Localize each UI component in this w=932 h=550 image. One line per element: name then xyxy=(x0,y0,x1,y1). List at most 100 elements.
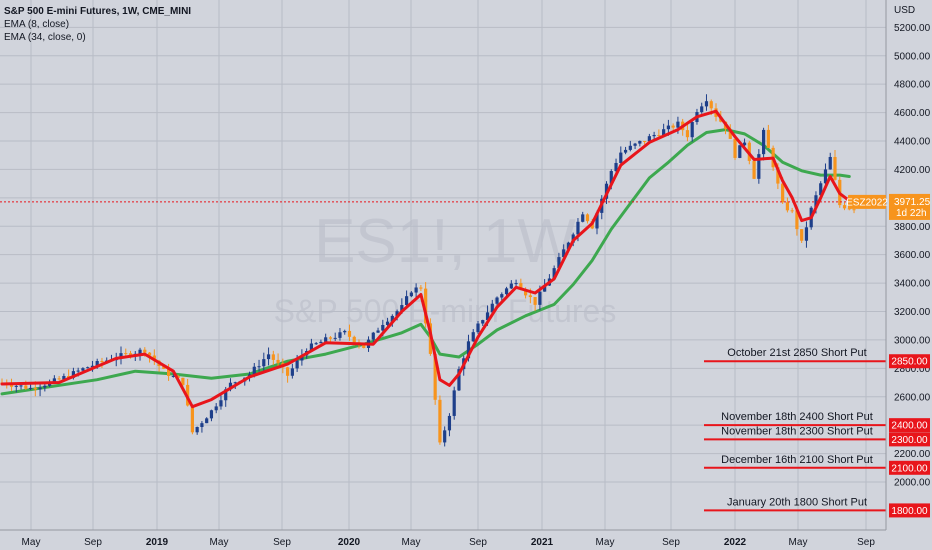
candle-body xyxy=(200,423,204,428)
bar-countdown: 1d 22h xyxy=(896,208,927,219)
candle-body xyxy=(447,415,452,431)
candle-body xyxy=(433,353,437,400)
candle-body xyxy=(209,410,214,419)
candle-body xyxy=(671,125,675,128)
candle-body xyxy=(371,332,375,340)
candle-body xyxy=(347,330,352,337)
candle-body xyxy=(709,101,713,109)
candle-body xyxy=(504,288,509,295)
candle-body xyxy=(224,389,228,401)
candle-body xyxy=(585,214,590,222)
candle-body xyxy=(286,367,290,376)
candle-body xyxy=(266,354,271,360)
candle-body xyxy=(390,315,394,322)
time-tick-label: Sep xyxy=(857,537,875,548)
candle-body xyxy=(776,167,780,184)
candle-body xyxy=(476,323,480,333)
candle-body xyxy=(581,214,585,222)
candle-body xyxy=(728,128,732,139)
level-price-tag xyxy=(889,418,930,433)
candle-body xyxy=(333,337,337,339)
candle-body xyxy=(400,305,404,312)
candle-body xyxy=(652,134,656,137)
chart-legend: S&P 500 E-mini Futures, 1W, CME_MINI EMA… xyxy=(4,6,191,43)
candle-body xyxy=(443,430,447,443)
candle-body xyxy=(509,283,513,289)
candle-body xyxy=(385,321,390,325)
candle-body xyxy=(314,343,318,345)
level-price-tag-label: 1800.00 xyxy=(891,506,928,517)
time-axis[interactable]: May Sep 2019 May Sep 2020 May Sep 2021 May Sep 2022… xyxy=(0,529,886,548)
legend-ema-34: EMA (34, close, 0) xyxy=(4,32,86,43)
candle-body xyxy=(804,227,809,241)
candle-body xyxy=(276,359,280,364)
short-put-label: December 16th 2100 Short Put xyxy=(721,454,873,466)
candle-body xyxy=(290,368,294,376)
candle-body xyxy=(19,385,23,387)
time-tick-label: 2019 xyxy=(146,537,169,548)
candle-body xyxy=(381,324,385,331)
time-tick-label: Sep xyxy=(273,537,291,548)
price-axis[interactable]: USD 5200.00 5000.00 4800.00 4600.00 4400.00 4… xyxy=(885,0,931,530)
candle-body xyxy=(90,365,95,368)
level-price-tag-label: 2400.00 xyxy=(891,421,928,432)
candle-body xyxy=(181,377,185,385)
time-tick-label: May xyxy=(210,537,229,548)
grid-lines xyxy=(0,0,886,530)
candle-body xyxy=(138,349,142,354)
candle-body xyxy=(295,360,299,369)
candle-body xyxy=(147,352,152,356)
candle-body xyxy=(833,156,837,180)
candle-body xyxy=(609,171,613,184)
price-tick-label: 3400.00 xyxy=(894,279,931,290)
candle-body xyxy=(790,210,794,212)
price-tags: 2850.00 2400.00 2300.00 2100.00 1800.00 xyxy=(889,354,930,518)
time-tick-label: 2021 xyxy=(531,537,554,548)
symbol-watermark: ES1!, 1W S&P 500 E-mini Futures xyxy=(274,207,617,329)
candle-body xyxy=(666,125,670,130)
price-tick-label: 3200.00 xyxy=(894,307,931,318)
price-tick-label: 4800.00 xyxy=(894,80,931,91)
candle-body xyxy=(557,257,561,269)
candle-body xyxy=(128,353,133,357)
level-price-tag-label: 2100.00 xyxy=(891,463,928,474)
candle-body xyxy=(533,297,537,305)
candle-body xyxy=(623,149,628,153)
time-tick-label: May xyxy=(402,537,421,548)
price-tick-label: 2000.00 xyxy=(894,478,931,489)
candle-body xyxy=(852,209,856,211)
candle-body xyxy=(576,221,580,235)
candle-body xyxy=(214,406,218,411)
candle-body xyxy=(95,361,99,366)
time-tick-label: Sep xyxy=(662,537,680,548)
candle-body xyxy=(524,289,528,296)
candle-body xyxy=(24,385,28,389)
candle-body xyxy=(33,387,37,390)
candle-body xyxy=(14,385,18,387)
time-tick-label: May xyxy=(22,537,41,548)
time-tick-label: May xyxy=(789,537,808,548)
level-price-tag-label: 2300.00 xyxy=(891,435,928,446)
price-tick-label: 2800.00 xyxy=(894,364,931,375)
price-tick-label: 4200.00 xyxy=(894,165,931,176)
candle-body xyxy=(481,320,485,324)
price-tick-label: 3600.00 xyxy=(894,250,931,261)
candle-body xyxy=(733,138,737,158)
legend-title: S&P 500 E-mini Futures, 1W, CME_MINI xyxy=(4,6,191,17)
price-tick-label: 5200.00 xyxy=(894,23,931,34)
candle-body xyxy=(57,378,61,380)
candle-body xyxy=(495,297,499,304)
legend-ema-8: EMA (8, close) xyxy=(4,19,69,30)
candle-body xyxy=(300,355,304,361)
level-price-tag xyxy=(889,503,930,518)
candle-body xyxy=(124,353,128,355)
price-tick-label: 5000.00 xyxy=(894,51,931,62)
candle-body xyxy=(519,283,523,290)
candle-body xyxy=(766,129,770,148)
price-tick-label: 4600.00 xyxy=(894,108,931,119)
candle-body xyxy=(819,183,823,196)
candle-body xyxy=(324,337,328,342)
